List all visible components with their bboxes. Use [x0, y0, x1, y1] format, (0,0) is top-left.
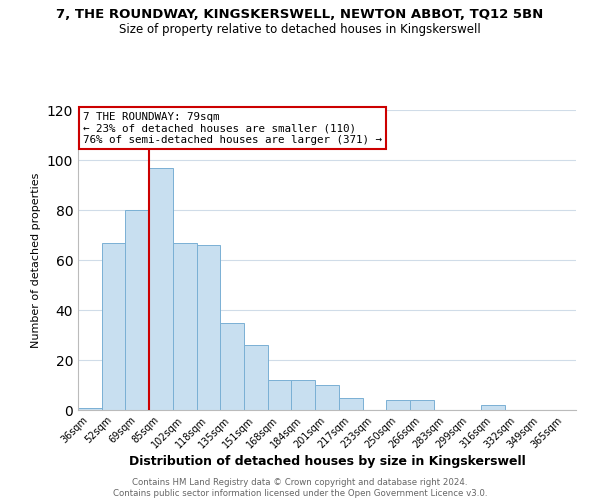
Text: Size of property relative to detached houses in Kingskerswell: Size of property relative to detached ho… — [119, 22, 481, 36]
Bar — [173, 242, 197, 410]
Bar — [149, 168, 173, 410]
X-axis label: Distribution of detached houses by size in Kingskerswell: Distribution of detached houses by size … — [128, 456, 526, 468]
Bar — [125, 210, 149, 410]
Bar — [292, 380, 315, 410]
Bar — [197, 245, 220, 410]
Text: Contains HM Land Registry data © Crown copyright and database right 2024.
Contai: Contains HM Land Registry data © Crown c… — [113, 478, 487, 498]
Bar — [315, 385, 339, 410]
Bar — [410, 400, 434, 410]
Bar — [268, 380, 292, 410]
Bar — [244, 345, 268, 410]
Y-axis label: Number of detached properties: Number of detached properties — [31, 172, 41, 348]
Bar — [386, 400, 410, 410]
Bar — [220, 322, 244, 410]
Bar — [481, 405, 505, 410]
Bar — [339, 398, 362, 410]
Bar — [78, 408, 102, 410]
Text: 7 THE ROUNDWAY: 79sqm
← 23% of detached houses are smaller (110)
76% of semi-det: 7 THE ROUNDWAY: 79sqm ← 23% of detached … — [83, 112, 382, 144]
Text: 7, THE ROUNDWAY, KINGSKERSWELL, NEWTON ABBOT, TQ12 5BN: 7, THE ROUNDWAY, KINGSKERSWELL, NEWTON A… — [56, 8, 544, 20]
Bar — [102, 242, 125, 410]
